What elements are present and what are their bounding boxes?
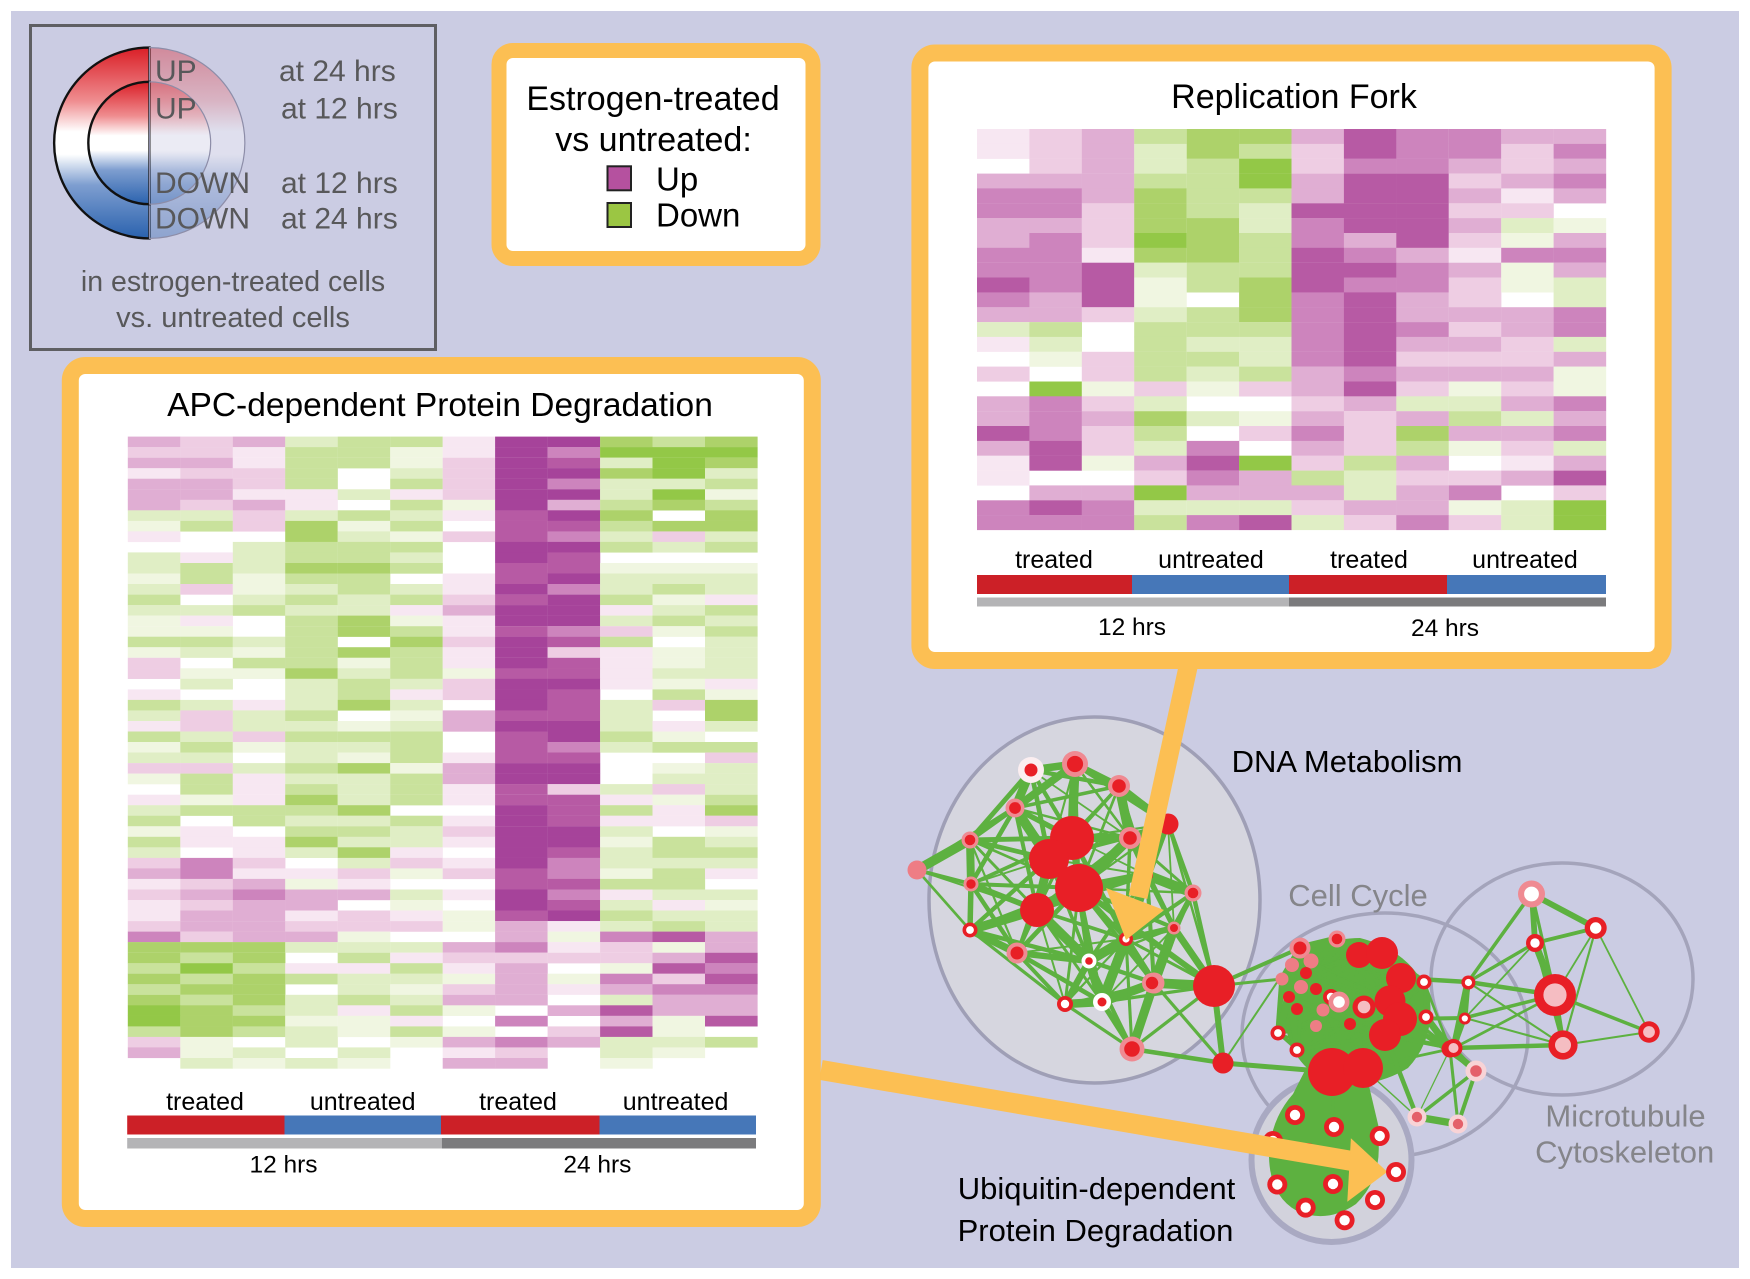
svg-text:untreated: untreated (1158, 546, 1264, 574)
svg-text:treated: treated (1015, 546, 1093, 574)
svg-text:treated: treated (479, 1088, 557, 1116)
svg-text:UP: UP (155, 55, 197, 88)
svg-text:vs. untreated cells: vs. untreated cells (116, 302, 350, 334)
svg-text:UP: UP (155, 92, 197, 125)
svg-text:untreated: untreated (1472, 546, 1578, 574)
svg-text:12 hrs: 12 hrs (1098, 614, 1166, 641)
svg-text:at 12 hrs: at 12 hrs (281, 92, 398, 125)
svg-text:Down: Down (656, 197, 740, 234)
svg-text:Cell Cycle: Cell Cycle (1288, 878, 1428, 913)
svg-text:Estrogen-treated: Estrogen-treated (526, 80, 779, 118)
svg-text:24 hrs: 24 hrs (1411, 615, 1479, 642)
svg-text:Replication Fork: Replication Fork (1171, 78, 1418, 116)
svg-text:DNA Metabolism: DNA Metabolism (1232, 744, 1463, 779)
svg-text:Protein Degradation: Protein Degradation (958, 1213, 1234, 1248)
svg-text:DOWN: DOWN (155, 203, 250, 236)
svg-text:vs untreated:: vs untreated: (555, 121, 752, 159)
svg-text:untreated: untreated (310, 1088, 416, 1116)
svg-text:at 24 hrs: at 24 hrs (279, 55, 396, 88)
svg-text:treated: treated (166, 1088, 244, 1116)
svg-text:at 12 hrs: at 12 hrs (281, 167, 398, 200)
svg-text:DOWN: DOWN (155, 167, 250, 200)
svg-text:Up: Up (656, 161, 698, 198)
svg-text:Ubiquitin-dependent: Ubiquitin-dependent (958, 1171, 1236, 1206)
svg-text:treated: treated (1330, 546, 1408, 574)
svg-text:at 24 hrs: at 24 hrs (281, 203, 398, 236)
svg-text:Cytoskeleton: Cytoskeleton (1535, 1134, 1714, 1169)
svg-text:24 hrs: 24 hrs (563, 1151, 631, 1178)
svg-text:untreated: untreated (623, 1088, 729, 1116)
svg-text:Microtubule: Microtubule (1545, 1099, 1705, 1134)
svg-text:APC-dependent Protein Degradat: APC-dependent Protein Degradation (167, 387, 713, 424)
svg-text:in estrogen-treated cells: in estrogen-treated cells (81, 266, 385, 298)
svg-text:12 hrs: 12 hrs (249, 1151, 317, 1178)
